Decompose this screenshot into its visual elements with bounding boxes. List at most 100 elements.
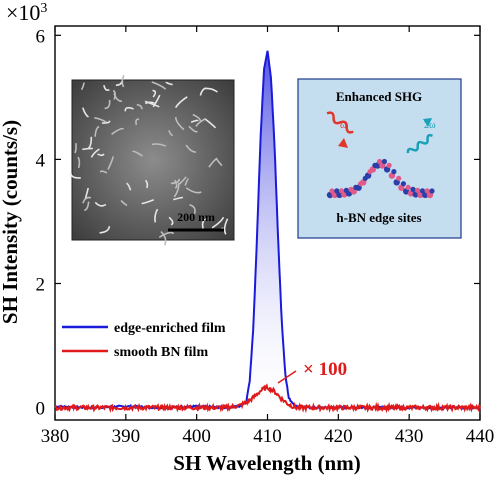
sem-flake xyxy=(120,200,128,207)
y-tick-label: 6 xyxy=(36,26,46,47)
sem-flake xyxy=(184,177,189,186)
sem-flake xyxy=(173,196,184,201)
legend-label-smooth: smooth BN film xyxy=(114,345,208,360)
sem-flake xyxy=(99,226,111,234)
sem-flake xyxy=(126,182,132,191)
sem-flake xyxy=(99,170,108,174)
sem-flake xyxy=(113,93,122,102)
sem-flake xyxy=(103,85,110,91)
lattice-atom xyxy=(391,169,397,175)
lattice-atom xyxy=(386,162,392,168)
sem-flake xyxy=(152,94,161,108)
legend-label-edge-enriched: edge-enriched film xyxy=(114,321,226,336)
sem-flake xyxy=(201,217,208,229)
annotation-pointer xyxy=(277,370,297,384)
hbn-lattice xyxy=(326,158,435,199)
x-axis-title: SH Wavelength (nm) xyxy=(173,451,360,475)
sem-flake xyxy=(124,106,134,112)
sem-flake xyxy=(174,117,185,131)
sem-inset: 200 nm xyxy=(70,74,235,246)
sem-flake xyxy=(170,178,181,185)
y-tick-label: 0 xyxy=(36,399,46,420)
x-tick-label: 430 xyxy=(395,426,424,447)
x-tick-label: 400 xyxy=(182,426,211,447)
sem-flake xyxy=(154,208,159,223)
sem-flake xyxy=(82,147,93,151)
sem-flake xyxy=(189,204,196,215)
sem-flake xyxy=(131,150,143,157)
sem-flake xyxy=(135,118,140,126)
emitted-wave xyxy=(406,133,433,154)
axes: 380 390 400 410 420 430 440 0 2 4 6 xyxy=(36,26,495,447)
sem-flake xyxy=(104,99,111,110)
schematic-background xyxy=(297,78,462,239)
lattice-atom xyxy=(396,175,402,181)
sem-flake xyxy=(97,153,105,157)
omega-label: ω xyxy=(340,120,347,131)
sem-texture xyxy=(70,74,229,246)
sem-flake xyxy=(185,144,196,153)
x-tick-label: 420 xyxy=(324,426,353,447)
sem-flake xyxy=(121,74,125,88)
sem-flake xyxy=(94,117,107,123)
sem-flake xyxy=(82,107,89,118)
sem-flake xyxy=(190,119,199,124)
emitted-arrow xyxy=(423,118,432,127)
sem-flake xyxy=(94,201,107,207)
legend: edge-enriched film smooth BN film xyxy=(62,321,226,360)
x-tick-label: 410 xyxy=(253,426,282,447)
sem-flake xyxy=(195,117,207,127)
sem-flake xyxy=(185,187,202,194)
sem-scale-label: 200 nm xyxy=(177,210,215,224)
x-tick-label: 440 xyxy=(466,426,495,447)
incident-arrow xyxy=(338,138,348,148)
sem-flake xyxy=(151,143,167,147)
y-tick-label: 2 xyxy=(36,274,46,295)
sem-flake xyxy=(215,157,223,167)
sem-flake xyxy=(223,218,229,235)
incident-wave xyxy=(326,111,354,134)
sem-flake xyxy=(188,125,198,133)
sem-flake xyxy=(111,127,124,135)
sem-flake xyxy=(77,156,81,169)
y-axis-title: SH Intensity (counts/s) xyxy=(0,120,22,324)
sem-flake xyxy=(74,143,77,154)
schematic-inset: Enhanced SHG ω 2ω h-BN edge sites xyxy=(297,78,462,239)
sem-flake xyxy=(80,82,85,91)
sem-flake xyxy=(158,231,175,238)
sem-flake xyxy=(112,89,116,100)
series-layer xyxy=(54,50,481,414)
sem-flake xyxy=(168,216,174,226)
sem-flake xyxy=(168,130,174,137)
x-tick-label: 380 xyxy=(41,426,70,447)
sem-flake xyxy=(101,120,111,124)
series-line-smooth xyxy=(54,383,481,414)
sem-flake xyxy=(70,173,81,179)
sem-flake xyxy=(192,113,202,122)
sem-flake xyxy=(145,179,149,189)
lattice-atom xyxy=(381,158,387,165)
sem-flake xyxy=(144,100,160,108)
lattice-atom xyxy=(405,184,411,190)
schematic-caption: h-BN edge sites xyxy=(336,210,421,225)
two-omega-label: 2ω xyxy=(424,120,436,131)
sem-flake xyxy=(174,96,188,108)
sem-flake xyxy=(107,156,114,170)
lattice-atom xyxy=(400,181,406,187)
lattice-atom xyxy=(410,186,416,192)
sem-flake xyxy=(173,182,180,198)
sem-flake xyxy=(211,216,225,229)
sem-flake xyxy=(152,89,157,98)
lattice-atom xyxy=(415,187,421,193)
sem-flake xyxy=(94,125,100,137)
sem-flake xyxy=(136,104,143,110)
annotation-x100: × 100 xyxy=(303,359,347,380)
sem-flake xyxy=(90,148,100,158)
sem-flake xyxy=(174,179,178,189)
sem-flake xyxy=(165,81,173,86)
sem-flake xyxy=(141,198,154,205)
y-tick-label: 4 xyxy=(36,150,46,171)
sem-flake xyxy=(160,231,167,246)
x-tick-label: 390 xyxy=(112,426,141,447)
